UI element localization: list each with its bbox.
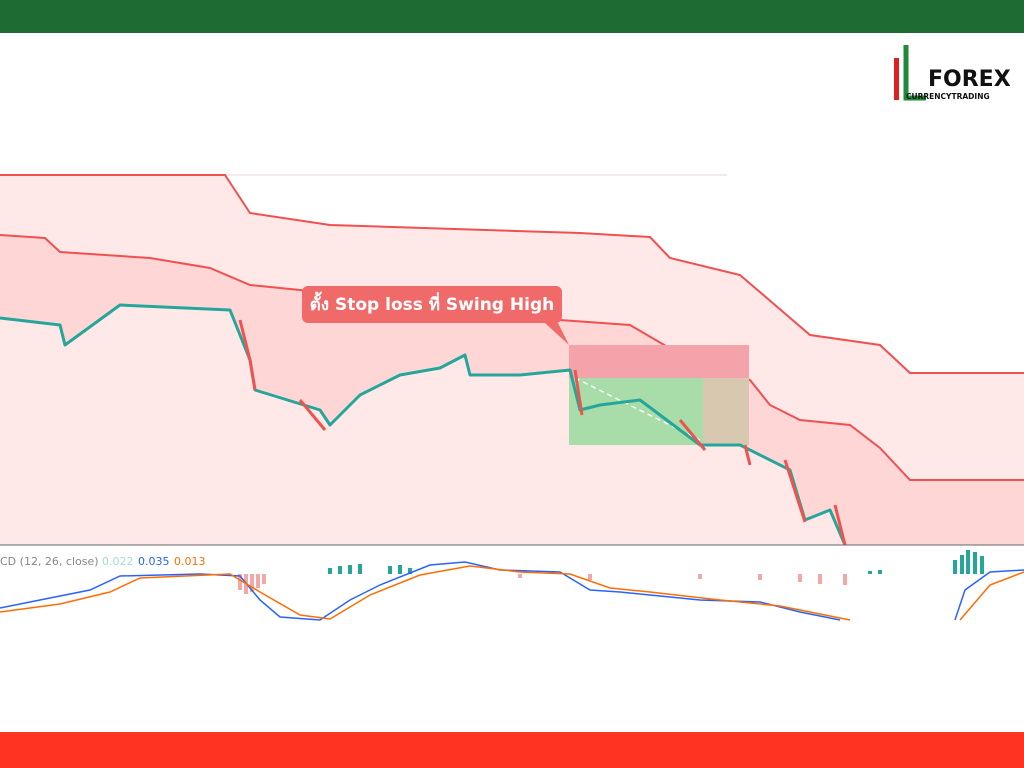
macd-histogram-value: 0.022 (102, 555, 134, 568)
macd-histogram-positive (328, 550, 984, 574)
macd-label: CD (12, 26, close) (0, 555, 99, 568)
price-chart: ตั้ง Stop loss ที่ Swing High (0, 174, 1024, 546)
macd-pane: CD (12, 26, close) 0.022 0.035 0.013 (0, 550, 1024, 621)
bottom-bar (0, 732, 1024, 768)
stop-loss-zone (569, 345, 749, 378)
logo-brand: FOREX (928, 67, 1011, 92)
upper-band (0, 174, 1024, 374)
top-bar (0, 0, 1024, 33)
price-down-moves (238, 319, 847, 546)
lower-band (0, 234, 1024, 481)
logo-bar (894, 58, 899, 100)
price-line (0, 303, 847, 546)
profit-zone-end (703, 378, 749, 445)
macd-value: 0.035 (138, 555, 170, 568)
band-inner-fill (0, 235, 1024, 545)
callout-text: ตั้ง Stop loss ที่ Swing High (310, 291, 554, 315)
macd-signal-value: 0.013 (174, 555, 206, 568)
logo: FOREX CURRENCYTRADING (894, 45, 1011, 101)
callout-pointer (545, 323, 569, 345)
signal-line (0, 565, 1024, 621)
callout (302, 286, 562, 323)
logo-mark (903, 45, 926, 101)
macd-line (0, 561, 1024, 621)
take-profit-zone (569, 378, 703, 445)
logo-tagline: CURRENCYTRADING (906, 92, 990, 101)
macd-histogram-negative (238, 574, 847, 594)
